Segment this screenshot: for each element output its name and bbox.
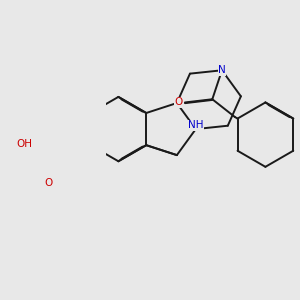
- Text: N: N: [218, 65, 226, 75]
- Text: OH: OH: [16, 139, 32, 148]
- Text: O: O: [44, 178, 53, 188]
- Text: O: O: [174, 98, 183, 107]
- Text: NH: NH: [188, 120, 203, 130]
